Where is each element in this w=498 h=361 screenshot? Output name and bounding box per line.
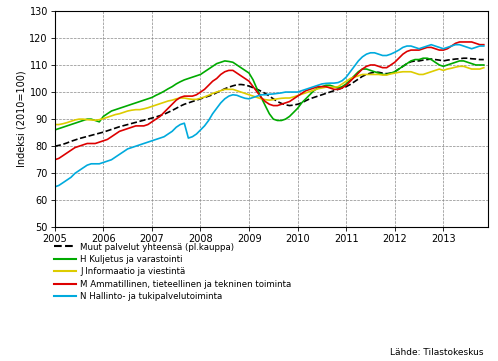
Legend: Muut palvelut yhteensä (pl.kauppa), H Kuljetus ja varastointi, J Informaatio ja : Muut palvelut yhteensä (pl.kauppa), H Ku…	[54, 243, 291, 301]
Text: Lähde: Tilastokeskus: Lähde: Tilastokeskus	[389, 348, 483, 357]
Y-axis label: Indeksi (2010=100): Indeksi (2010=100)	[16, 71, 26, 168]
